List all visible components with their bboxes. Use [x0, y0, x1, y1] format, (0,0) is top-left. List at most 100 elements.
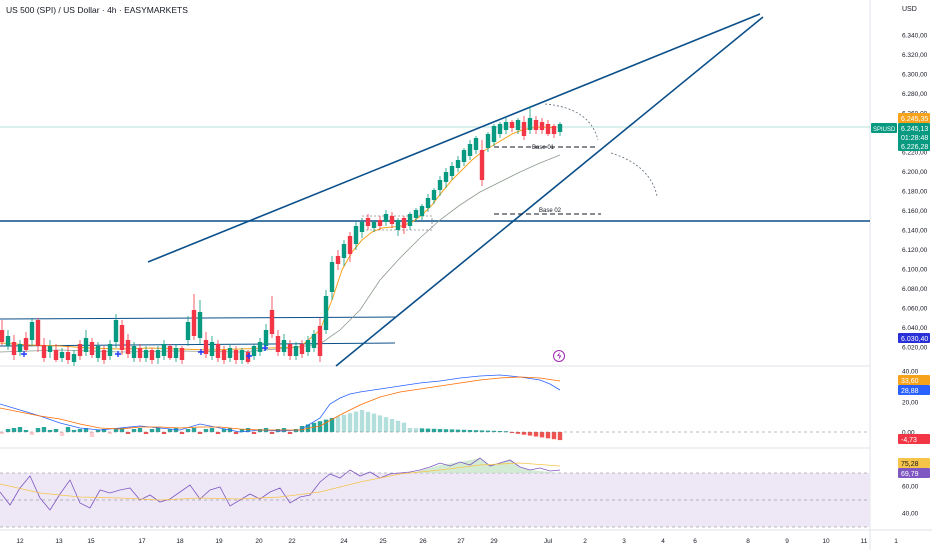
candle-body — [353, 226, 359, 244]
candle-body — [275, 336, 281, 352]
macd-hist-bar — [221, 429, 227, 432]
macd-tick-label: 40,00 — [902, 369, 919, 376]
candle-body — [119, 325, 125, 350]
candle-body — [83, 338, 89, 352]
time-tick-label: 12 — [16, 538, 24, 545]
macd-hist-bar — [377, 415, 383, 432]
currency-label[interactable]: USD — [902, 6, 917, 13]
price-axis[interactable]: 6.340,006.320,006.300,006.280,006.260,00… — [902, 33, 928, 352]
macd-hist-bar — [11, 428, 17, 432]
price-label-hline: 6.030,40 — [898, 333, 930, 343]
rsi-line — [0, 457, 561, 511]
macd-hist-bar — [5, 429, 11, 432]
macd-hist-bar — [317, 421, 323, 432]
lower-trendline[interactable] — [335, 16, 764, 367]
candle-body — [485, 134, 491, 148]
candle-body — [431, 190, 437, 200]
macd-hist-bar — [29, 432, 35, 435]
projection-arc-2 — [610, 152, 658, 197]
macd-hist-bar — [65, 427, 71, 432]
base-01-label: Base 01 — [532, 145, 555, 151]
macd-axis[interactable]: 40,00 20,00 0,00 — [902, 369, 919, 437]
candle-body — [341, 244, 347, 258]
rsi-tick-label: 40,00 — [902, 511, 919, 518]
macd-hist-bar — [143, 432, 149, 434]
macd-hist-bar — [83, 428, 89, 432]
macd-hist-bar — [497, 431, 503, 432]
candle-body — [551, 126, 557, 134]
candle-body — [533, 120, 539, 130]
macd-tick-label: 0,00 — [902, 430, 915, 437]
candlestick-series[interactable] — [0, 106, 563, 366]
macd-hist-bar — [245, 428, 251, 432]
lightning-icon[interactable] — [553, 350, 565, 362]
candle-body — [95, 346, 101, 358]
candle-body — [77, 344, 83, 356]
candle-body — [509, 122, 515, 128]
macd-hist-bar — [149, 429, 155, 432]
candle-body — [449, 166, 455, 176]
upper-trendline[interactable] — [147, 13, 761, 263]
rsi-tick-label: 60,00 — [902, 484, 919, 491]
price-tick-label: 6.100,00 — [902, 267, 928, 274]
macd-hist-bar — [401, 422, 407, 432]
macd-hist-bar — [179, 432, 185, 434]
time-tick-label: 10 — [822, 538, 830, 545]
candle-body — [107, 344, 113, 356]
candle-body — [65, 352, 71, 360]
macd-hist-bar — [251, 432, 257, 434]
time-axis[interactable]: 12 13 15 17 18 19 20 22 24 25 26 27 29 Jul 2 3 4 6 8 9 10 11 1 — [16, 538, 898, 545]
projection-arc-1 — [544, 103, 599, 141]
candle-body — [209, 342, 215, 356]
range-box-top[interactable] — [0, 316, 396, 320]
price-tick-label: 6.160,00 — [902, 208, 928, 215]
macd-hist-bar — [431, 428, 437, 432]
macd-hist-bar — [395, 420, 401, 432]
candle-body — [137, 348, 143, 358]
macd-hist-bar — [485, 430, 491, 432]
candle-body — [155, 350, 161, 358]
macd-hist-bar — [167, 429, 173, 432]
macd-hist-bar — [59, 432, 65, 436]
macd-hist-bar — [41, 427, 47, 432]
macd-hist-bar — [47, 430, 53, 432]
candle-body — [263, 330, 269, 346]
macd-hist-bar — [53, 429, 59, 432]
time-tick-label: 25 — [379, 538, 387, 545]
macd-hist-bar — [209, 428, 215, 432]
candle-body — [239, 350, 245, 360]
candle-body — [161, 344, 167, 356]
macd-hist-bar — [0, 432, 5, 434]
price-label-last: 6.245,13 01:28:48 — [898, 123, 930, 143]
svg-text:69,79: 69,79 — [901, 471, 919, 478]
macd-hist-bar — [323, 419, 329, 432]
candle-body — [191, 310, 197, 336]
macd-hist-bar — [503, 431, 509, 433]
macd-hist-bar — [287, 432, 293, 434]
macd-line — [0, 374, 561, 433]
time-tick-label: 4 — [661, 538, 665, 545]
price-tick-label: 6.220,00 — [902, 150, 928, 157]
candle-body — [389, 216, 395, 224]
candle-body — [293, 346, 299, 356]
chart-title[interactable]: US 500 (SPI) / US Dollar · 4h · EASYMARK… — [6, 5, 188, 15]
price-tick-label: 6.040,00 — [902, 325, 928, 332]
candle-body — [419, 206, 425, 216]
candle-body — [323, 296, 329, 330]
macd-hist-bar — [383, 417, 389, 432]
time-tick-label: 9 — [785, 538, 789, 545]
macd-hist-bar — [329, 418, 335, 432]
time-tick-label: 8 — [746, 538, 750, 545]
time-tick-label: 6 — [693, 538, 697, 545]
candle-body — [203, 340, 209, 354]
svg-text:-4,73: -4,73 — [901, 437, 917, 444]
time-tick-label: 26 — [419, 538, 427, 545]
macd-hist-bar — [455, 429, 461, 432]
price-tick-label: 6.280,00 — [902, 91, 928, 98]
candle-body — [497, 124, 503, 134]
macd-hist-bar — [185, 429, 191, 432]
range-box-bottom[interactable] — [0, 342, 396, 347]
candle-body — [437, 180, 443, 190]
candle-body — [413, 210, 419, 218]
